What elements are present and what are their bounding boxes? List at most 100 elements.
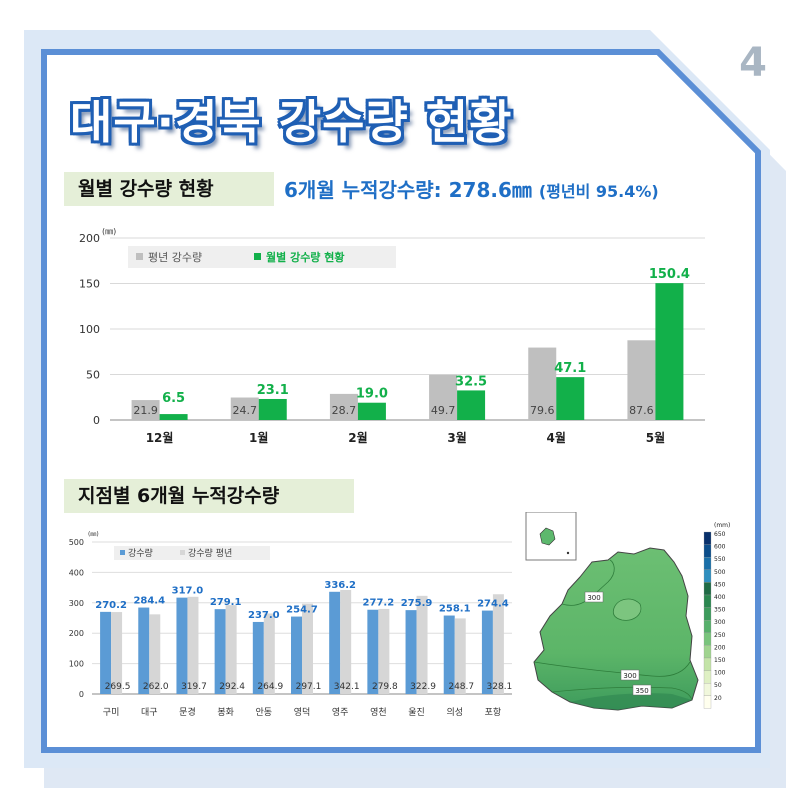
monthly-precip-chart: 0 50 100 150 200(㎜) 평년 강수량 월별 강수량 현황 21.9 6.5 12월… [79,227,705,445]
x-tick-label: 의성 [446,707,463,718]
legend-value: 100 [714,670,726,677]
x-tick-label: 울진 [408,707,425,718]
x-tick-label: 3월 [447,430,466,445]
x-tick-label: 문경 [179,706,196,718]
y-unit-label: (㎜) [88,531,99,538]
legend-color [703,569,712,583]
y-tick-label: 0 [93,414,100,427]
legend-color [703,683,712,696]
legend-color [703,695,712,709]
dokdo-dot-icon [566,551,570,555]
x-tick-label: 영주 [332,707,349,718]
data-label-precip: 336.2 [324,580,356,591]
data-label-normal: 262.0 [143,682,169,692]
legend-label: 강수량 [128,547,153,559]
data-label-precip: 258.1 [439,604,471,615]
y-tick-label: 200 [69,629,84,638]
data-label-precip: 237.0 [248,610,280,621]
map-south-band [570,693,692,710]
cumulative-summary: 6개월 누적강수량: 278.6㎜ (평년비 95.4%) [284,174,724,206]
legend-value: 400 [714,594,726,601]
bar-normal [302,603,313,694]
data-label-precip: 317.0 [172,586,204,597]
y-unit-label: (㎜) [102,227,116,236]
bar-normal [416,595,428,694]
y-tick-label: 300 [69,599,84,608]
legend-value: 450 [714,581,726,588]
legend-label: 월별 강수량 현황 [266,250,345,264]
data-label-normal: 322.9 [410,682,436,692]
y-tick-label: 200 [79,232,100,245]
bar-monthly [159,414,188,420]
data-label-monthly: 32.5 [455,374,487,389]
bar-normal [230,397,259,420]
x-tick-label: 대구 [141,707,158,718]
bar-precip [100,611,112,694]
ulleung-island-icon [539,527,556,546]
bar-monthly [556,377,585,420]
data-label-normal: 24.7 [233,404,258,417]
legend-swatch [180,550,185,555]
y-tick-label: 100 [79,323,100,336]
x-tick-label: 5월 [646,430,665,445]
legend-color [703,607,712,621]
bar-precip [443,615,455,694]
legend-value: 250 [714,632,726,639]
data-label-precip: 284.4 [133,596,165,607]
data-label-normal: 297.1 [296,682,322,692]
legend-color [703,557,712,570]
bar-normal [378,608,390,694]
x-tick-label: 영덕 [294,707,311,718]
bar-normal [454,618,466,694]
data-label-normal: 328.1 [487,682,513,692]
legend-color [703,582,712,596]
legend-color [703,544,712,558]
summary-suffix: (평년비 95.4%) [538,182,659,201]
page-title: 대구·경북 강수량 현황 [70,95,513,149]
bar-precip [176,597,188,694]
legend-color [703,632,712,646]
data-label-precip: 274.4 [477,599,509,610]
data-label-precip: 270.2 [95,600,127,611]
bar-monthly [457,390,486,420]
data-label-normal: 21.9 [133,404,158,417]
x-tick-label: 12월 [146,430,174,445]
bar-normal [149,614,161,694]
x-tick-label: 4월 [547,430,566,445]
legend-label: 평년 강수량 [148,251,202,264]
bar-precip [405,610,417,694]
map-legend: (mm) 650 600 550 500 450 400 350 300 250 200 150 100… [703,522,730,709]
bar-normal [131,400,160,420]
bar-precip [329,591,341,694]
legend-swatch [136,253,143,260]
data-label-normal: 279.8 [372,682,398,692]
data-label-normal: 248.7 [448,682,474,692]
precip-map: 300 300 350 (mm) 650 600 550 500 450 400 350 300… [525,512,730,711]
bar-precip [367,609,379,694]
bar-normal [329,393,358,420]
section-title-stations: 지점별 6개월 누적강수량 [64,479,354,513]
data-label-normal: 319.7 [181,682,207,692]
legend-value: 500 [714,569,726,576]
y-tick-label: 50 [86,369,100,382]
x-tick-label: 안동 [256,707,273,718]
bar-monthly [258,398,287,420]
legend-value: 600 [714,544,726,551]
legend-color [703,645,712,659]
x-tick-label: 2월 [348,430,367,445]
x-tick-label: 영천 [370,707,387,718]
x-tick-label: 봉화 [217,707,234,718]
data-label-normal: 269.5 [105,682,131,692]
bar-precip [138,607,150,694]
contour-line [533,661,691,677]
legend-value: 150 [714,657,726,664]
bar-precip [291,616,302,694]
bar-normal [187,596,199,694]
legend-color [703,620,712,633]
bar-normal [225,605,237,694]
bar-normal [528,347,557,420]
data-label-normal: 28.7 [332,404,357,417]
station-precip-chart: 0 100 200 300 400 500 (㎜) 강수량 강수량 평년 270.2 269.5 구미… [69,531,513,718]
legend-value: 550 [714,556,726,563]
data-label-normal: 264.9 [257,682,283,692]
